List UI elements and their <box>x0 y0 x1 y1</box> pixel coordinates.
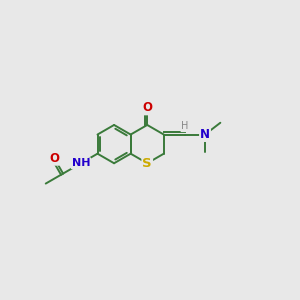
Text: N: N <box>200 128 210 141</box>
Text: O: O <box>49 152 59 165</box>
Text: O: O <box>142 101 152 114</box>
Text: H: H <box>181 121 189 131</box>
Text: NH: NH <box>72 158 90 168</box>
Text: S: S <box>142 157 152 170</box>
